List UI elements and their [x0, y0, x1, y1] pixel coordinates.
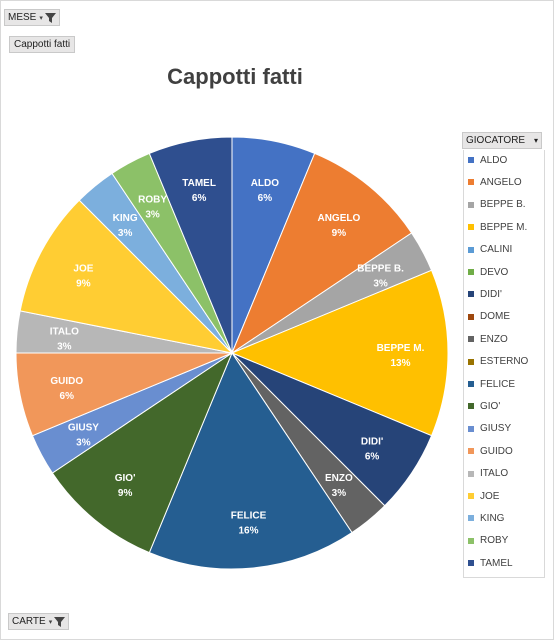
- legend-label: ITALO: [480, 468, 509, 480]
- legend-item[interactable]: DOME: [468, 311, 510, 323]
- legend-label: ALDO: [480, 154, 508, 166]
- mese-filter-button[interactable]: MESE ▾: [4, 9, 60, 26]
- chart-title: Cappotti fatti: [167, 64, 303, 89]
- slice-data-label: ROBY 3%: [138, 194, 167, 220]
- legend-item[interactable]: CALINI: [468, 244, 512, 256]
- legend-swatch: [468, 537, 474, 544]
- legend-item[interactable]: TAMEL: [468, 557, 513, 569]
- legend-label: DIDI': [480, 288, 502, 300]
- legend-item[interactable]: ENZO: [468, 333, 508, 345]
- values-field-chip[interactable]: Cappotti fatti: [9, 36, 76, 53]
- giocatore-filter-button[interactable]: GIOCATORE ▾: [462, 132, 542, 149]
- slice-data-label: BEPPE B. 3%: [357, 264, 404, 290]
- legend-swatch: [468, 403, 474, 410]
- pie-slice-felice[interactable]: [148, 351, 353, 570]
- slice-data-label: GIUSY 3%: [68, 422, 99, 448]
- legend-item[interactable]: BEPPE B.: [468, 199, 526, 211]
- legend-item[interactable]: DEVO: [468, 266, 508, 278]
- legend-label: BEPPE M.: [480, 221, 528, 233]
- legend-item[interactable]: JOE: [468, 490, 499, 502]
- legend-item[interactable]: DIDI': [468, 288, 502, 300]
- legend-swatch: [468, 470, 474, 477]
- legend-item[interactable]: ITALO: [468, 468, 508, 480]
- slice-data-label: JOE 9%: [73, 264, 93, 290]
- carte-filter-label: CARTE: [12, 616, 46, 627]
- legend-item[interactable]: GUIDO: [468, 445, 513, 457]
- legend-item[interactable]: ESTERNO: [468, 356, 528, 368]
- legend-swatch: [468, 246, 474, 253]
- legend-label: JOE: [480, 490, 500, 502]
- legend-swatch: [468, 358, 474, 365]
- legend-item[interactable]: KING: [468, 512, 504, 524]
- legend-label: ANGELO: [480, 176, 522, 188]
- slice-data-label: GUIDO 6%: [50, 376, 83, 402]
- legend-label: TAMEL: [480, 557, 513, 569]
- carte-filter-button[interactable]: CARTE ▾: [8, 613, 70, 630]
- pie-slice-beppe-m[interactable]: [230, 269, 449, 437]
- pie-slice-joe[interactable]: [19, 199, 234, 354]
- legend-label: BEPPE B.: [480, 199, 526, 211]
- legend-swatch: [468, 493, 474, 499]
- legend-swatch: [468, 201, 474, 208]
- legend-item[interactable]: FELICE: [468, 378, 515, 390]
- slice-data-label: ANGELO 9%: [317, 213, 360, 239]
- legend-label: ESTERNO: [480, 356, 529, 368]
- legend-label: GIUSY: [480, 423, 512, 435]
- legend-item[interactable]: ALDO: [468, 154, 507, 166]
- legend-swatch: [468, 560, 474, 567]
- mese-filter-label: MESE: [8, 12, 37, 23]
- slice-data-label: TAMEL 6%: [182, 178, 216, 204]
- legend-swatch: [468, 336, 474, 343]
- slice-data-label: ALDO 6%: [251, 178, 280, 204]
- slice-data-label: GIO' 9%: [115, 473, 136, 499]
- legend-swatch: [468, 448, 474, 455]
- legend-swatch: [468, 381, 474, 387]
- legend-label: FELICE: [480, 378, 516, 390]
- legend-label: DOME: [480, 311, 510, 323]
- slice-data-label: KING 3%: [113, 213, 138, 239]
- slice-data-label: ENZO 3%: [325, 473, 353, 499]
- legend-swatch: [468, 291, 474, 298]
- legend-label: GIO': [480, 400, 501, 412]
- filter-icon: ▾: [39, 12, 56, 23]
- legend-swatch: [468, 425, 474, 432]
- legend-swatch: [468, 313, 474, 320]
- slice-data-label: DIDI' 6%: [361, 437, 383, 463]
- slice-data-label: ITALO 3%: [50, 326, 79, 352]
- legend-swatch: [468, 515, 474, 522]
- legend-label: ROBY: [480, 535, 509, 547]
- pie-slice-angelo[interactable]: [230, 152, 413, 355]
- filter-icon: ▾: [49, 616, 66, 627]
- legend-item[interactable]: BEPPE M.: [468, 221, 527, 233]
- chart-legend: ALDO ANGELO BEPPE B. BEPPE M. CALINI DEVO DIDI…: [463, 150, 545, 578]
- dropdown-arrow-icon: ▾: [533, 136, 538, 145]
- legend-item[interactable]: GIO': [468, 400, 500, 412]
- pie-slice-tamel[interactable]: [148, 136, 233, 354]
- legend-swatch: [468, 269, 474, 275]
- giocatore-filter-label: GIOCATORE: [466, 135, 526, 146]
- pie-slice-gio[interactable]: [51, 351, 234, 554]
- legend-swatch: [468, 157, 474, 163]
- legend-label: KING: [480, 512, 505, 524]
- legend-item[interactable]: ROBY: [468, 535, 508, 547]
- slice-data-label: BEPPE M. 13%: [377, 343, 425, 369]
- legend-swatch: [468, 224, 474, 231]
- legend-swatch: [468, 179, 474, 186]
- legend-label: GUIDO: [480, 445, 513, 457]
- legend-label: ENZO: [480, 333, 508, 345]
- legend-label: CALINI: [480, 244, 513, 256]
- slice-data-label: FELICE 16%: [231, 511, 267, 537]
- legend-label: DEVO: [480, 266, 509, 278]
- legend-item[interactable]: ANGELO: [468, 176, 522, 188]
- legend-item[interactable]: GIUSY: [468, 423, 511, 435]
